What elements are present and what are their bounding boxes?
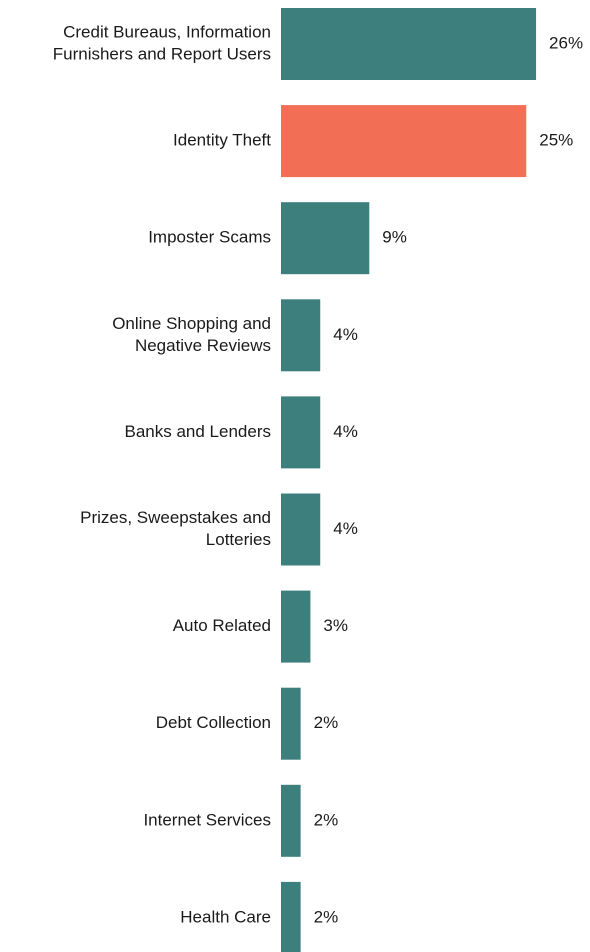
category-label-line: Online Shopping and bbox=[112, 314, 271, 333]
bar-3 bbox=[281, 299, 321, 372]
value-label-8: 2% bbox=[314, 810, 339, 829]
category-labels-group: Credit Bureaus, Information Furnishers an… bbox=[53, 22, 272, 926]
value-label-3: 4% bbox=[333, 325, 358, 344]
bar-1 bbox=[281, 105, 527, 178]
bar-5 bbox=[281, 493, 321, 566]
bar-0 bbox=[281, 8, 537, 80]
category-label-line: Auto Related bbox=[173, 616, 271, 635]
category-label-line: Debt Collection bbox=[156, 713, 271, 732]
value-label-2: 9% bbox=[382, 228, 407, 247]
value-label-5: 4% bbox=[333, 519, 358, 538]
category-label-5: Prizes, Sweepstakes and Lotteries bbox=[80, 508, 271, 549]
value-label-0: 26% bbox=[549, 33, 583, 52]
value-label-1: 25% bbox=[539, 131, 573, 150]
category-label-6: Auto Related bbox=[173, 616, 271, 635]
category-label-line: Internet Services bbox=[143, 810, 271, 829]
category-label-line: Negative Reviews bbox=[135, 336, 271, 355]
category-label-line: Prizes, Sweepstakes and bbox=[80, 508, 271, 527]
category-label-line: Banks and Lenders bbox=[125, 422, 272, 441]
category-label-line: Health Care bbox=[180, 907, 271, 926]
bar-4 bbox=[281, 396, 321, 469]
value-label-9: 2% bbox=[314, 907, 339, 926]
bar-8 bbox=[281, 784, 301, 857]
category-label-9: Health Care bbox=[180, 907, 271, 926]
category-label-line: Identity Theft bbox=[173, 131, 271, 150]
category-label-2: Imposter Scams bbox=[148, 228, 271, 247]
category-label-1: Identity Theft bbox=[173, 131, 271, 150]
category-label-line: Imposter Scams bbox=[148, 228, 271, 247]
category-label-0: Credit Bureaus, Information Furnishers an… bbox=[53, 22, 271, 63]
value-label-4: 4% bbox=[333, 422, 358, 441]
bar-2 bbox=[281, 202, 370, 275]
category-label-7: Debt Collection bbox=[156, 713, 271, 732]
category-label-4: Banks and Lenders bbox=[125, 422, 272, 441]
category-label-line: Credit Bureaus, Information bbox=[63, 22, 271, 41]
value-label-7: 2% bbox=[314, 713, 339, 732]
value-label-6: 3% bbox=[323, 616, 348, 635]
bar-7 bbox=[281, 687, 301, 760]
category-label-line: Lotteries bbox=[206, 530, 271, 549]
bar-9 bbox=[281, 881, 301, 952]
bar-6 bbox=[281, 590, 311, 663]
category-label-3: Online Shopping and Negative Reviews bbox=[112, 314, 271, 355]
category-label-line: Furnishers and Report Users bbox=[53, 44, 271, 63]
value-labels-group: 26% 25% 9% 4% 4% 4% 3% 2% 2% 2% bbox=[314, 33, 583, 926]
category-label-8: Internet Services bbox=[143, 810, 271, 829]
bars-group bbox=[281, 8, 537, 952]
